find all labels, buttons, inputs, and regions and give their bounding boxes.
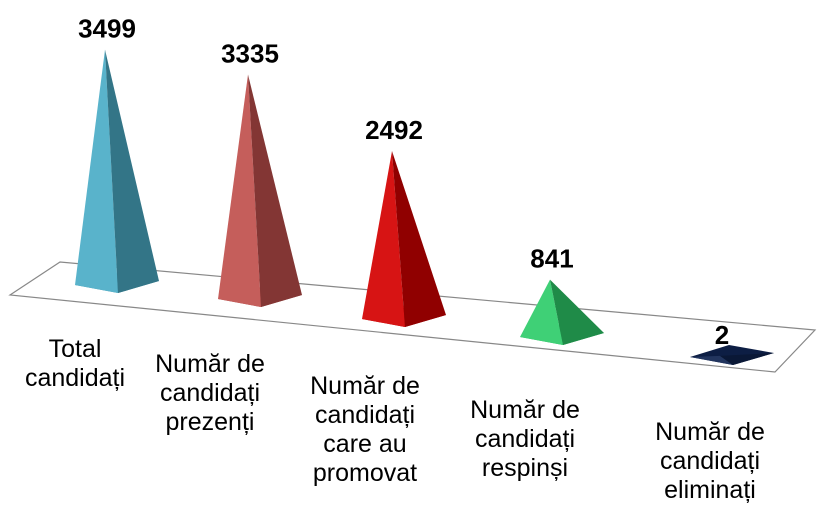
- category-label: Număr de candidați prezenți: [155, 350, 265, 436]
- pyramid: [75, 49, 159, 293]
- pyramid-left-face: [75, 49, 118, 293]
- pyramid: [690, 345, 774, 365]
- pyramid: [218, 74, 302, 308]
- pyramid: [520, 279, 604, 345]
- pyramid-left-face: [218, 74, 261, 308]
- pyramid: [362, 151, 446, 327]
- pyramid-left-face: [690, 355, 733, 365]
- data-label: 3499: [78, 14, 136, 44]
- pyramid-right-face: [105, 49, 159, 293]
- category-label: Număr de candidați eliminați: [655, 418, 765, 504]
- data-label: 2492: [365, 115, 423, 145]
- category-label: Număr de candidați care au promovat: [310, 372, 420, 487]
- data-label: 841: [530, 244, 573, 274]
- data-label: 2: [715, 320, 729, 350]
- category-label: Număr de candidați respinși: [470, 396, 580, 482]
- pyramid-right-face: [248, 74, 302, 308]
- category-label: Total candidați: [24, 335, 126, 392]
- pyramid-left-face: [520, 279, 563, 345]
- pyramid-right-face: [392, 151, 446, 327]
- pyramid-right-face: [550, 279, 604, 345]
- pyramid-left-face: [362, 151, 405, 327]
- data-label: 3335: [221, 39, 279, 69]
- pyramid-right-face: [720, 353, 774, 365]
